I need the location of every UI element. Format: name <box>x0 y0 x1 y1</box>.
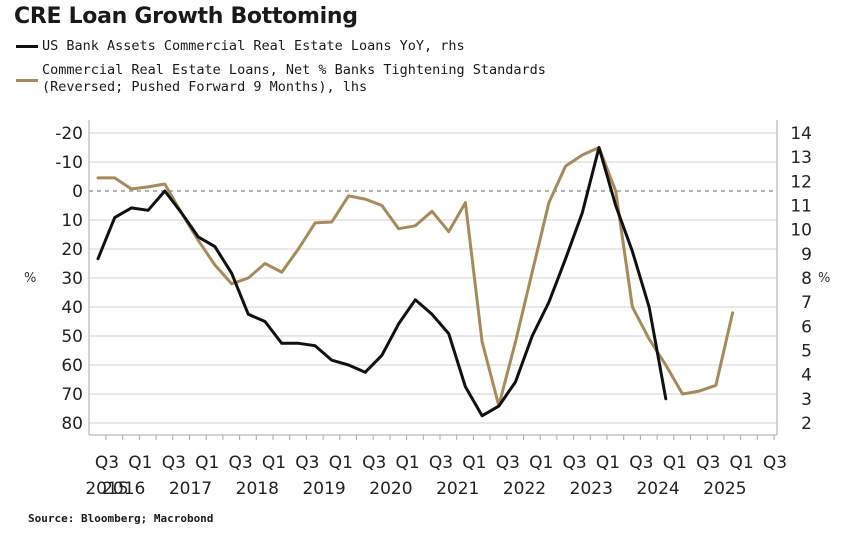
x-tick-year-label: 2020 <box>369 479 412 499</box>
x-tick-quarter-label: Q1 <box>395 453 419 473</box>
x-tick-quarter-label: Q3 <box>562 453 586 473</box>
left-tick-label: 80 <box>61 414 83 434</box>
left-axis-label: % <box>24 271 36 286</box>
x-tick-year-label: 2024 <box>636 479 679 499</box>
x-tick-quarter-label: Q3 <box>496 453 520 473</box>
legend-label: Commercial Real Estate Loans, Net % Bank… <box>42 62 546 78</box>
right-tick-label: 14 <box>790 124 812 144</box>
x-tick-quarter-label: Q3 <box>696 453 720 473</box>
x-tick-quarter-label: Q1 <box>729 453 753 473</box>
x-tick-quarter-label: Q3 <box>295 453 319 473</box>
x-tick-quarter-label: Q1 <box>329 453 353 473</box>
x-tick-quarter-label: Q1 <box>195 453 219 473</box>
left-tick-label: 60 <box>61 356 83 376</box>
right-tick-label: 10 <box>790 221 812 241</box>
x-tick-quarter-label: Q1 <box>529 453 553 473</box>
x-tick-year-label: 2019 <box>302 479 345 499</box>
right-tick-label: 12 <box>790 172 812 192</box>
right-tick-label: 3 <box>801 390 812 410</box>
left-tick-label: 10 <box>61 211 83 231</box>
left-tick-label: -10 <box>55 153 83 173</box>
right-tick-label: 8 <box>801 269 812 289</box>
right-tick-label: 5 <box>801 342 812 362</box>
x-tick-quarter-label: Q1 <box>596 453 620 473</box>
x-tick-year-label: 2017 <box>169 479 212 499</box>
x-tick-year-label: 2025 <box>703 479 746 499</box>
series-group <box>96 146 735 418</box>
x-tick-year-label: 2021 <box>436 479 479 499</box>
x-tick-quarter-label: Q3 <box>763 453 787 473</box>
x-tick-quarter-label: Q1 <box>128 453 152 473</box>
right-tick-label: 6 <box>801 317 812 337</box>
right-tick-label: 13 <box>790 148 812 168</box>
right-axis-ticks: 14 13 12 11 10 9 8 7 6 5 4 3 2 <box>790 124 812 434</box>
source-note: Source: Bloomberg; Macrobond <box>28 512 214 525</box>
legend-swatch-gold <box>16 79 38 82</box>
gridlines <box>89 132 777 424</box>
left-tick-label: 0 <box>72 182 83 202</box>
right-tick-label: 2 <box>801 414 812 434</box>
legend-label-line2: (Reversed; Pushed Forward 9 Months), lhs <box>42 79 368 95</box>
right-tick-label: 9 <box>801 245 812 265</box>
legend-item-cre-loans-yoy: US Bank Assets Commercial Real Estate Lo… <box>16 38 465 55</box>
left-tick-label: 30 <box>61 269 83 289</box>
x-tick-year-label: 2023 <box>570 479 613 499</box>
left-tick-label: 70 <box>61 385 83 405</box>
series-line-cre-loans-yoy <box>96 146 668 418</box>
x-tick-quarter-label: Q3 <box>162 453 186 473</box>
legend-swatch-black <box>16 44 38 48</box>
x-tick-quarter-label: Q1 <box>462 453 486 473</box>
legend-item-tightening-standards: Commercial Real Estate Loans, Net % Bank… <box>16 62 546 96</box>
left-tick-label: 20 <box>61 240 83 260</box>
left-tick-label: 50 <box>61 327 83 347</box>
x-tick-year-label: 2015 <box>85 479 128 499</box>
right-tick-label: 11 <box>790 197 812 217</box>
x-tick-year-label: 2018 <box>236 479 279 499</box>
series-line-tightening-standards <box>96 146 735 408</box>
x-tick-quarter-label: Q1 <box>663 453 687 473</box>
x-tick-quarter-label: Q1 <box>262 453 286 473</box>
x-tick-quarter-label: Q3 <box>429 453 453 473</box>
x-tick-quarter-label: Q3 <box>228 453 252 473</box>
left-tick-label: 40 <box>61 298 83 318</box>
right-axis-label: % <box>818 271 830 286</box>
x-tick-year-label: 2016 <box>102 479 145 499</box>
right-tick-label: 7 <box>801 293 812 313</box>
x-tick-year-label: 2022 <box>503 479 546 499</box>
plot-frame <box>88 120 778 436</box>
right-tick-label: 4 <box>801 366 812 386</box>
legend-label: US Bank Assets Commercial Real Estate Lo… <box>42 38 465 54</box>
x-tick-quarter-label: Q3 <box>95 453 119 473</box>
x-tick-quarter-label: Q3 <box>629 453 653 473</box>
left-axis-ticks: -20 -10 0 10 20 30 40 50 60 70 80 <box>55 124 83 434</box>
x-tick-quarter-label: Q3 <box>362 453 386 473</box>
left-tick-label: -20 <box>55 124 83 144</box>
chart-title: CRE Loan Growth Bottoming <box>14 4 358 29</box>
